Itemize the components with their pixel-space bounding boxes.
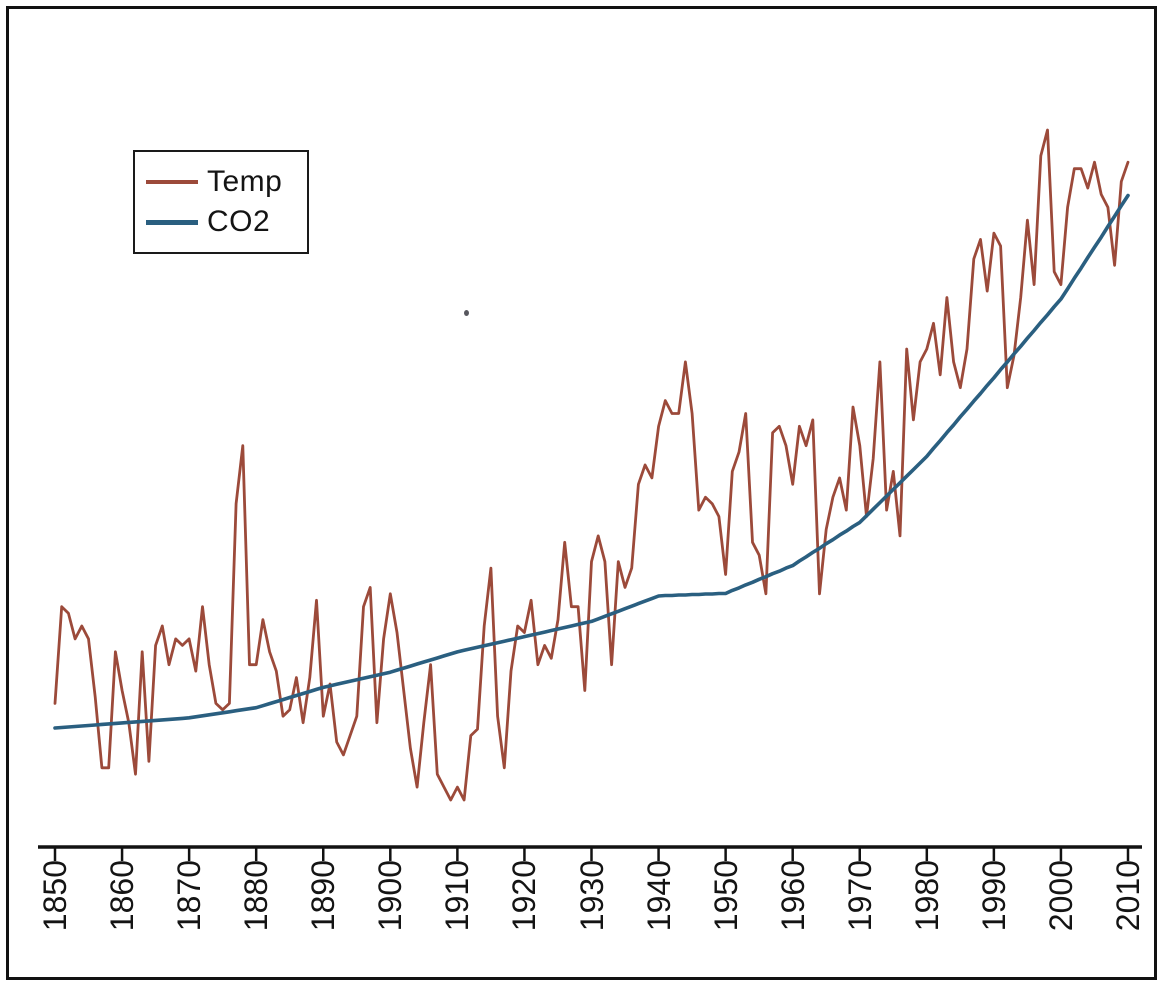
chart-legend: Temp CO2 xyxy=(133,150,309,254)
temp-line xyxy=(53,128,1130,802)
legend-item-temp: Temp xyxy=(135,167,307,197)
chart-border-frame xyxy=(6,6,1157,980)
legend-label-temp: Temp xyxy=(207,165,283,198)
scan-speck xyxy=(464,310,469,316)
legend-label-co2: CO2 xyxy=(207,205,271,238)
co2-line xyxy=(53,193,1130,730)
legend-line-temp xyxy=(146,180,198,184)
legend-item-co2: CO2 xyxy=(135,207,307,237)
legend-line-co2 xyxy=(146,219,198,225)
